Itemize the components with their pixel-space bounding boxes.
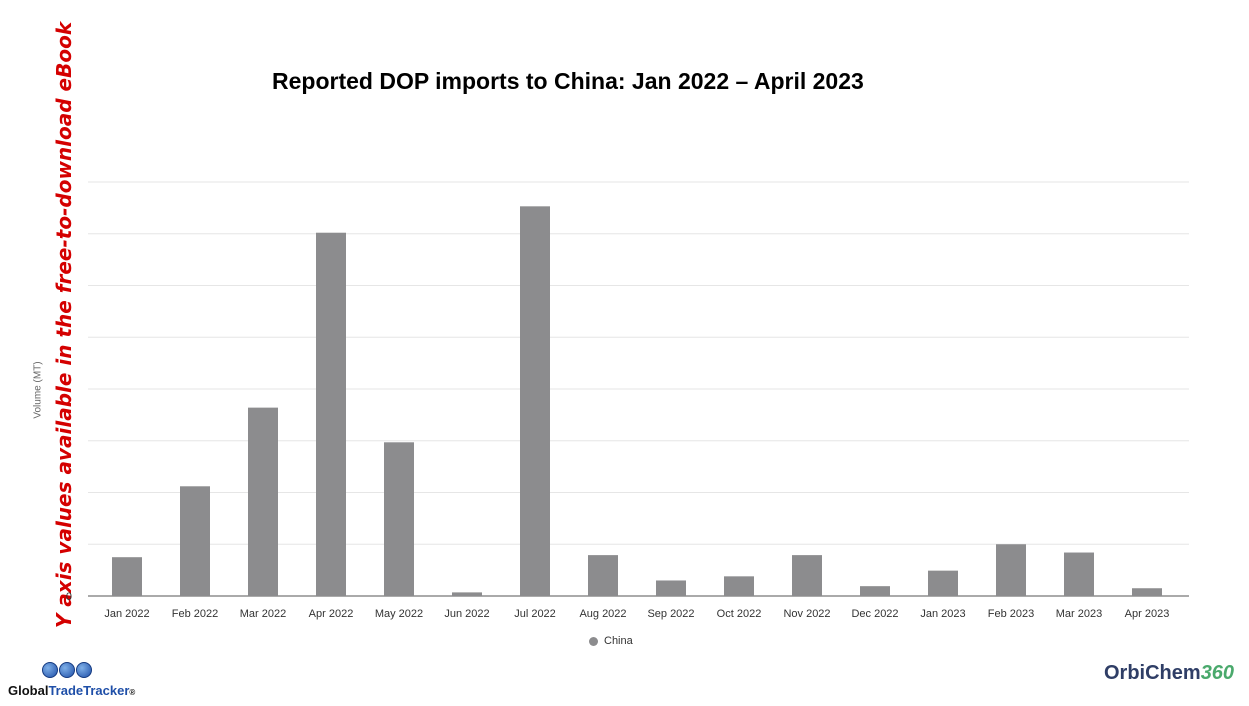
gtt-logo-text: GlobalTradeTracker®: [8, 683, 136, 698]
bar: [520, 206, 550, 596]
x-tick-label: Dec 2022: [851, 608, 898, 620]
x-tick-label: Nov 2022: [783, 608, 830, 620]
globe-icon: [59, 662, 75, 678]
x-tick-label: Feb 2023: [988, 608, 1034, 620]
bar: [860, 586, 890, 596]
globe-icon: [42, 662, 58, 678]
bar: [656, 580, 686, 596]
x-tick-label: Apr 2023: [1125, 608, 1170, 620]
bar: [1132, 588, 1162, 596]
legend[interactable]: China: [589, 635, 633, 647]
x-tick-label: Mar 2022: [240, 608, 286, 620]
legend-label: China: [604, 635, 633, 647]
bar: [384, 442, 414, 596]
bar: [724, 576, 754, 596]
global-trade-tracker-logo: GlobalTradeTracker®: [8, 660, 138, 702]
x-tick-label: Apr 2022: [309, 608, 354, 620]
x-tick-label: Jul 2022: [514, 608, 556, 620]
bar: [928, 570, 958, 596]
bar: [180, 486, 210, 596]
globe-icons: [42, 662, 92, 678]
x-tick-label: Mar 2023: [1056, 608, 1102, 620]
x-tick-label: Feb 2022: [172, 608, 218, 620]
bar: [452, 592, 482, 596]
bar: [996, 544, 1026, 596]
y-tick-label: 0: [66, 591, 72, 603]
globe-icon: [76, 662, 92, 678]
x-tick-label: Oct 2022: [717, 608, 762, 620]
x-tick-label: Jan 2022: [104, 608, 149, 620]
bar: [248, 407, 278, 596]
orbichem-logo: OrbiChem360: [1104, 662, 1235, 684]
bar: [1064, 552, 1094, 596]
x-tick-label: May 2022: [375, 608, 423, 620]
bar: [588, 555, 618, 596]
x-tick-label: Sep 2022: [647, 608, 694, 620]
bar: [112, 557, 142, 596]
bar: [792, 555, 822, 596]
chart-title: Reported DOP imports to China: Jan 2022 …: [272, 68, 864, 94]
x-tick-label: Aug 2022: [579, 608, 626, 620]
legend-marker: [589, 636, 598, 646]
bar: [316, 232, 346, 596]
x-tick-label: Jun 2022: [444, 608, 489, 620]
x-tick-label: Jan 2023: [920, 608, 965, 620]
